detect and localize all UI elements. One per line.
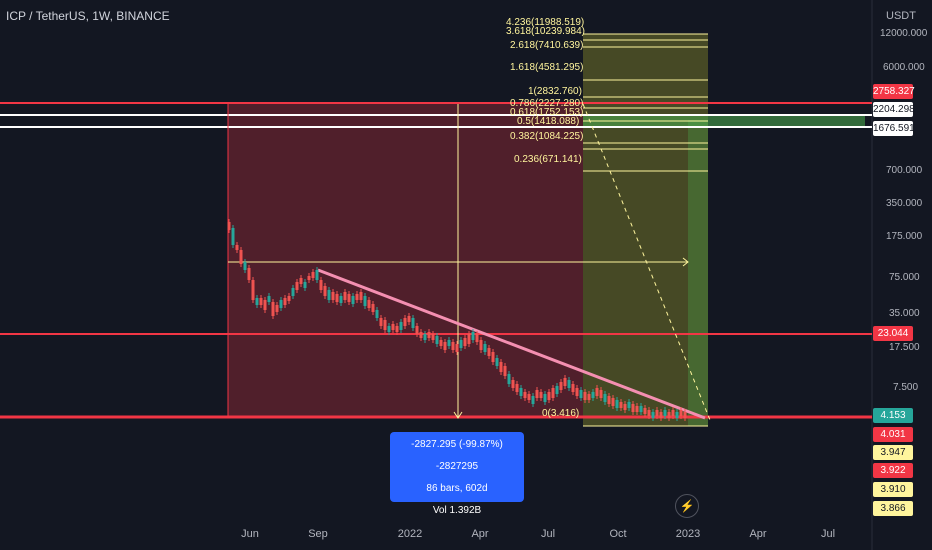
axis-tick: 175.000 [886,231,923,242]
date-label: 2023 [675,528,701,540]
measure-tooltip: -2827.295 (-99.87%) -2827295 86 bars, 60… [390,432,524,516]
symbol-title[interactable]: ICP / TetherUS, 1W, BINANCE [6,9,170,23]
axis-tick: 350.000 [886,198,923,209]
fib-label: 1(2832.760) [528,86,582,97]
lightning-icon[interactable]: ⚡ [675,494,699,518]
date-label: Sep [308,528,328,540]
axis-tick: 75.000 [889,272,920,283]
measure-change: -2827.295 (-99.87%) -2827295 [411,439,503,472]
fib-label: 0.5(1418.088) [517,116,580,127]
fib-label: 0.236(671.141) [514,154,582,165]
fib-label: 3.618(10239.984) [506,26,585,37]
fib-label: 2.618(7410.639) [510,40,584,51]
price-tag: 3.910 [873,482,913,497]
fib-zone [583,34,708,426]
date-label: Apr [749,528,767,540]
measure-zone [228,104,583,417]
fib-label: 1.618(4581.295) [510,62,584,73]
date-label: Jul [540,528,556,540]
date-label: Jul [820,528,836,540]
fib-zone-green [688,120,708,426]
date-label: 2022 [397,528,423,540]
date-label: Jun [241,528,259,540]
fib-label: 0.618(1752.153) [510,107,584,118]
axis-tick: 35.000 [889,308,920,319]
highlight-band [583,114,865,127]
date-label: Apr [471,528,489,540]
price-tag: 4.153 [873,408,913,423]
price-tag: 2204.298 [873,102,915,117]
axis-tick: 12000.000 [880,28,928,39]
price-tag: 3.922 [873,463,913,478]
measure-volume: Vol 1.392B [432,505,482,516]
axis-tick: 6000.000 [883,62,925,73]
axis-tick: 700.000 [886,165,923,176]
price-tag: 4.031 [873,427,913,442]
fib-label: 0.382(1084.225) [510,131,584,142]
fib-label: 0.786(2227.280) [510,98,584,109]
price-tag: 1676.591 [873,121,915,136]
date-label: Oct [609,528,627,540]
price-tag: 3.866 [873,501,913,516]
fib-label: 4.236(11988.519) [506,17,585,28]
candles [227,219,687,421]
price-tag: 23.044 [873,326,913,341]
price-tag: 3.947 [873,445,913,460]
measure-bars: 86 bars, 602d [426,483,488,494]
axis-tick: 7.500 [893,382,919,393]
axis-tick: 17.500 [889,342,920,353]
fib-label: 0(3.416) [542,408,580,419]
axis-currency: USDT [886,10,916,22]
price-tag: 2758.327 [873,84,915,99]
